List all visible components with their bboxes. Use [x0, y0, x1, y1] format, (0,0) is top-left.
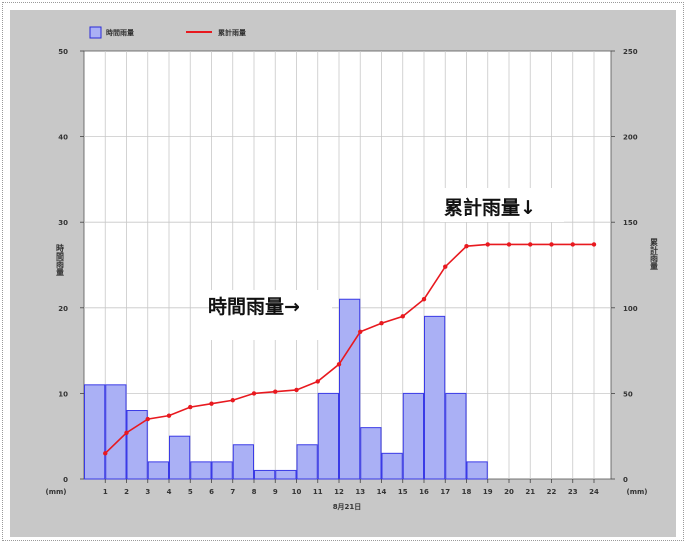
legend-label-cumulative: 累計雨量 [218, 28, 246, 37]
y-left-tick-label: 20 [58, 305, 68, 313]
bar [339, 298, 361, 480]
bar [296, 444, 318, 480]
x-tick-label: 23 [568, 488, 578, 496]
bar [381, 452, 403, 480]
bar [254, 469, 276, 480]
line-series [103, 242, 597, 456]
y-left-tick-label: 10 [58, 390, 68, 398]
line-point [251, 391, 257, 396]
x-tick-label: 7 [230, 488, 235, 496]
bar [360, 427, 382, 480]
line-point [464, 243, 469, 249]
legend-label-hourly: 時間雨量 [106, 28, 134, 37]
line-point [400, 314, 405, 319]
line-point [591, 242, 597, 247]
line-point [506, 242, 512, 247]
x-tick-label: 11 [313, 488, 323, 496]
line-point [315, 379, 320, 384]
x-tick-label: 16 [419, 488, 429, 496]
line-point [230, 398, 235, 403]
x-tick-label: 14 [377, 488, 387, 496]
bar [105, 384, 127, 480]
line-point [273, 389, 278, 394]
y-left-tick-label: 30 [58, 219, 68, 227]
bar [466, 461, 488, 480]
line-point [549, 242, 554, 247]
x-tick-label: 9 [273, 488, 278, 496]
x-tick-label: 21 [525, 488, 535, 496]
x-tick-label: 5 [188, 488, 193, 496]
y-right-tick-label: 100 [623, 305, 638, 313]
bar [275, 469, 297, 480]
bar [424, 315, 446, 480]
y-left-tick-label: 40 [58, 134, 68, 142]
annotation-hourly-bg [210, 290, 332, 340]
line-point [421, 297, 427, 302]
line-point [209, 401, 214, 406]
bar [445, 392, 467, 480]
x-tick-label: 22 [547, 488, 557, 496]
bar [211, 461, 233, 480]
cumulative-line [104, 243, 594, 454]
y-right-tick-label: 0 [623, 476, 628, 484]
bar [317, 392, 339, 480]
bar [147, 461, 169, 480]
y-right-tick-label: 200 [623, 134, 638, 142]
line-point [485, 242, 490, 247]
line-point [103, 451, 108, 456]
bar [126, 410, 148, 480]
line-point [294, 387, 299, 393]
x-tick-label: 2 [124, 488, 129, 496]
x-tick-label: 20 [504, 488, 514, 496]
y-left-tick-label: 0 [63, 476, 68, 484]
y-left-unit: (mm) [46, 488, 67, 496]
x-tick-label: 6 [209, 488, 214, 496]
bar [169, 435, 191, 480]
y-right-axis-title: 累計雨量 [650, 237, 659, 271]
bar [84, 384, 106, 480]
line-point [443, 264, 448, 269]
x-axis-title: 8月21日 [333, 503, 362, 511]
line-point [528, 242, 533, 247]
x-tick-label: 15 [398, 488, 408, 496]
y-right-unit: (mm) [627, 488, 648, 496]
line-point [124, 430, 129, 435]
line-point [188, 404, 193, 410]
line-point [570, 242, 575, 247]
x-tick-label: 24 [589, 488, 599, 496]
bar [232, 444, 254, 480]
line-point [166, 413, 172, 418]
bar [190, 461, 212, 480]
x-tick-label: 8 [252, 488, 257, 496]
x-tick-label: 4 [167, 488, 172, 496]
x-tick-label: 18 [462, 488, 472, 496]
legend: 時間雨量 累計雨量 [89, 26, 246, 39]
line-point [358, 329, 363, 334]
legend-bar-swatch [89, 26, 102, 39]
annotation-cumulative: 累計雨量↓ [444, 196, 536, 219]
annotation-cumulative-bg [440, 188, 564, 222]
line-point [145, 416, 150, 422]
x-tick-label: 10 [292, 488, 302, 496]
line-point [379, 321, 384, 326]
x-tick-label: 1 [103, 488, 108, 496]
annotation-hourly: 時間雨量→ [208, 296, 300, 318]
x-tick-label: 13 [355, 488, 365, 496]
line-point [336, 362, 342, 367]
x-tick-label: 17 [440, 488, 450, 496]
y-right-tick-label: 250 [623, 48, 638, 56]
y-right-tick-label: 150 [623, 219, 638, 227]
y-right-tick-label: 50 [623, 390, 633, 398]
x-tick-label: 19 [483, 488, 493, 496]
x-tick-label: 12 [334, 488, 344, 496]
bar [402, 392, 424, 480]
x-tick-label: 3 [145, 488, 150, 496]
y-left-tick-label: 50 [58, 48, 68, 56]
bar-series [84, 298, 488, 480]
y-left-axis-title: 時間雨量 [56, 243, 65, 277]
